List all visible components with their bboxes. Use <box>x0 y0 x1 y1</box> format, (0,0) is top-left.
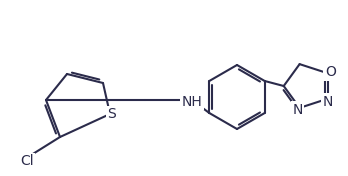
Text: S: S <box>108 107 116 121</box>
Text: NH: NH <box>182 95 203 109</box>
Text: N: N <box>322 95 332 109</box>
Text: O: O <box>325 65 336 80</box>
Text: Cl: Cl <box>20 154 34 168</box>
Text: N: N <box>292 103 303 117</box>
